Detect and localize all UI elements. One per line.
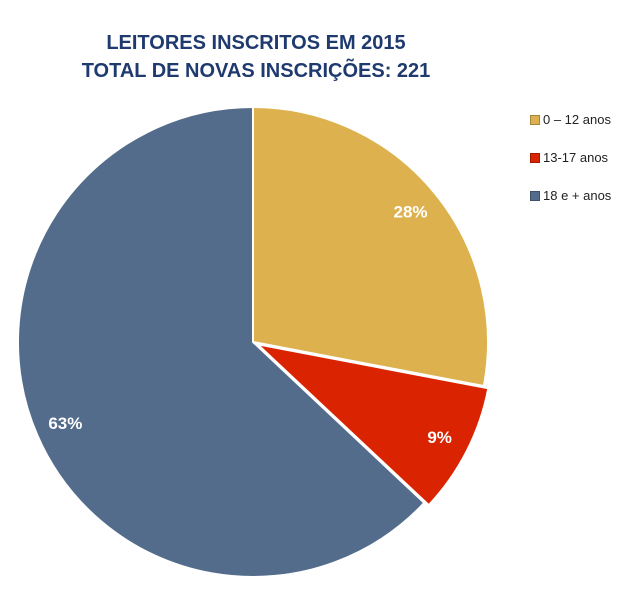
data-label-3: 63% <box>48 414 82 433</box>
legend-item-18-plus: 18 e + anos <box>530 188 611 203</box>
legend-swatch <box>530 190 540 201</box>
legend-item-0-12: 0 – 12 anos <box>530 112 611 127</box>
legend-swatch <box>530 114 540 125</box>
pie-slice-3 <box>17 105 426 578</box>
data-label-1: 28% <box>394 203 428 222</box>
legend-swatch <box>530 152 540 163</box>
chart-title-line-1: LEITORES INSCRITOS EM 2015 <box>106 32 406 54</box>
legend-label: 0 – 12 anos <box>543 112 611 127</box>
chart-title-line-2: TOTAL DE NOVAS INSCRIÇÕES: 221 <box>81 60 431 82</box>
data-label-2: 9% <box>427 428 452 447</box>
legend-label: 18 e + anos <box>543 188 612 203</box>
legend-label: 13-17 anos <box>543 150 609 165</box>
pie-slice-1 <box>252 105 489 388</box>
legend-item-13-17: 13-17 anos <box>530 150 608 165</box>
pie-slice-2 <box>254 342 490 507</box>
